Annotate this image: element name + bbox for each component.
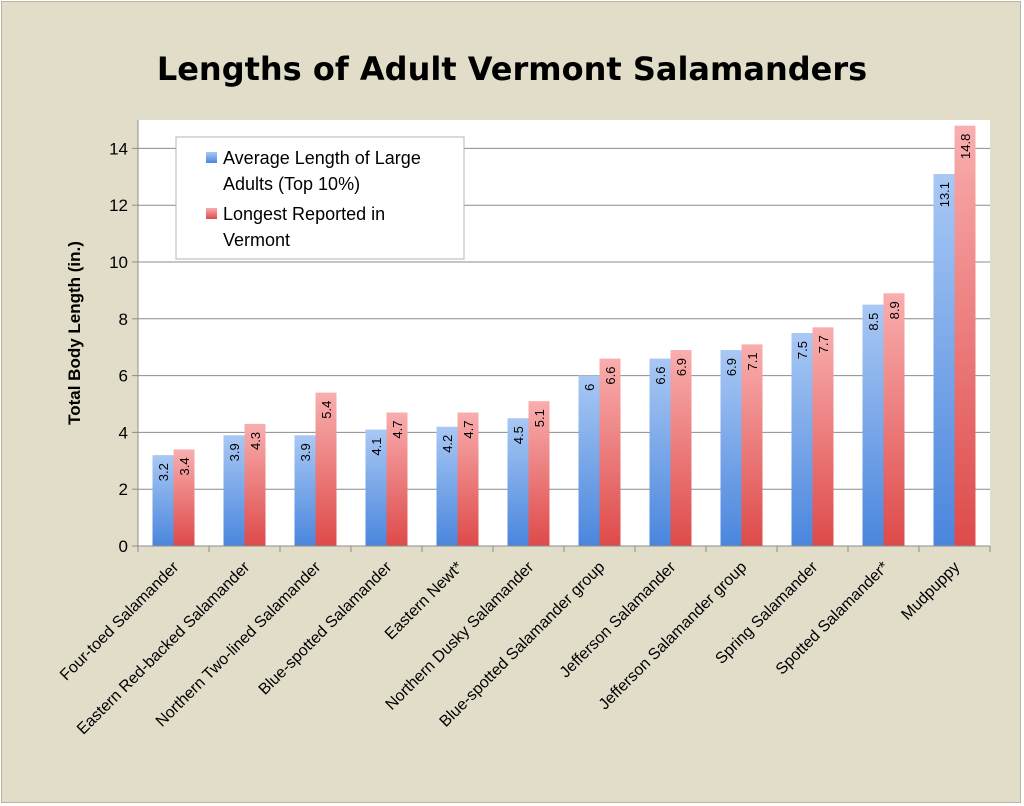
data-label-average: 8.5 <box>866 313 881 331</box>
bar-average <box>933 173 955 546</box>
legend-label-longest: Vermont <box>223 230 290 250</box>
bar-average <box>365 429 387 546</box>
data-label-longest: 6.9 <box>674 358 689 376</box>
bar-average <box>720 350 742 546</box>
bar-longest <box>244 423 266 546</box>
chart-title: Lengths of Adult Vermont Salamanders <box>156 50 868 88</box>
data-label-average: 13.1 <box>937 182 952 207</box>
data-label-average: 6.9 <box>724 358 739 376</box>
category-label: Four-toed Salamander <box>57 558 183 684</box>
category-label: Blue-spotted Salamander <box>256 558 396 698</box>
data-label-longest: 8.9 <box>887 301 902 319</box>
bar-longest <box>812 327 834 546</box>
data-label-longest: 4.7 <box>461 421 476 439</box>
data-label-longest: 6.6 <box>603 367 618 385</box>
data-label-average: 3.9 <box>298 443 313 461</box>
y-tick-label: 4 <box>119 423 128 442</box>
y-tick-label: 12 <box>109 196 128 215</box>
bar-average <box>791 333 813 546</box>
legend: Average Length of Large Adults (Top 10%) L… <box>175 136 465 260</box>
data-label-longest: 5.4 <box>319 401 334 419</box>
y-tick-label: 14 <box>109 139 128 158</box>
data-label-average: 3.9 <box>227 443 242 461</box>
legend-box <box>175 136 465 260</box>
data-label-average: 4.2 <box>440 435 455 453</box>
bar-longest <box>599 358 621 546</box>
bar-longest <box>173 449 195 546</box>
data-label-average: 4.1 <box>369 438 384 456</box>
data-label-average: 7.5 <box>795 341 810 359</box>
bar-average <box>507 418 529 546</box>
data-label-average: 3.2 <box>156 463 171 481</box>
y-tick-label: 6 <box>119 367 128 386</box>
data-label-longest: 7.7 <box>816 335 831 353</box>
bar-longest <box>670 350 692 546</box>
y-tick-label: 0 <box>119 537 128 556</box>
bar-average <box>223 435 245 546</box>
bar-average <box>294 435 316 546</box>
y-tick-label: 8 <box>119 310 128 329</box>
category-label: Jefferson Salamander group <box>596 559 751 714</box>
bar-longest <box>386 412 408 546</box>
bars <box>152 125 976 547</box>
bar-longest <box>741 344 763 546</box>
data-label-average: 6.6 <box>653 367 668 385</box>
data-label-average: 6 <box>582 384 597 391</box>
legend-label-longest: Longest Reported in <box>223 204 385 224</box>
bar-average <box>578 375 600 546</box>
bar-average <box>649 358 671 546</box>
bar-longest <box>528 401 550 546</box>
y-axis-title: Total Body Length (in.) <box>65 241 84 425</box>
y-tick-label: 2 <box>119 480 128 499</box>
data-label-longest: 7.1 <box>745 352 760 370</box>
data-label-average: 4.5 <box>511 426 526 444</box>
legend-label-average: Average Length of Large <box>223 148 421 168</box>
legend-label-average: Adults (Top 10%) <box>223 174 360 194</box>
data-label-longest: 4.7 <box>390 421 405 439</box>
data-labels: 3.2 3.4 3.9 4.3 3.9 5.4 4.1 4.7 4.2 4.7 4.5 5.1 6 6.6… <box>156 134 973 482</box>
category-label: Mudpuppy <box>898 559 963 624</box>
legend-swatch-longest <box>206 208 217 219</box>
bar-longest <box>883 293 905 546</box>
bar-longest <box>457 412 479 546</box>
data-label-longest: 4.3 <box>248 432 263 450</box>
y-tick-label: 10 <box>109 253 128 272</box>
data-label-longest: 3.4 <box>177 457 192 475</box>
bar-average <box>152 455 174 546</box>
bar-average <box>862 304 884 546</box>
data-label-longest: 5.1 <box>532 409 547 427</box>
category-label: Northern Dusky Salamander <box>383 558 538 713</box>
bar-average <box>436 426 458 546</box>
bar-longest <box>954 125 976 547</box>
legend-swatch-average <box>206 152 217 163</box>
bar-longest <box>315 392 337 546</box>
category-label: Jefferson Salamander <box>557 558 680 681</box>
data-label-longest: 14.8 <box>958 134 973 159</box>
